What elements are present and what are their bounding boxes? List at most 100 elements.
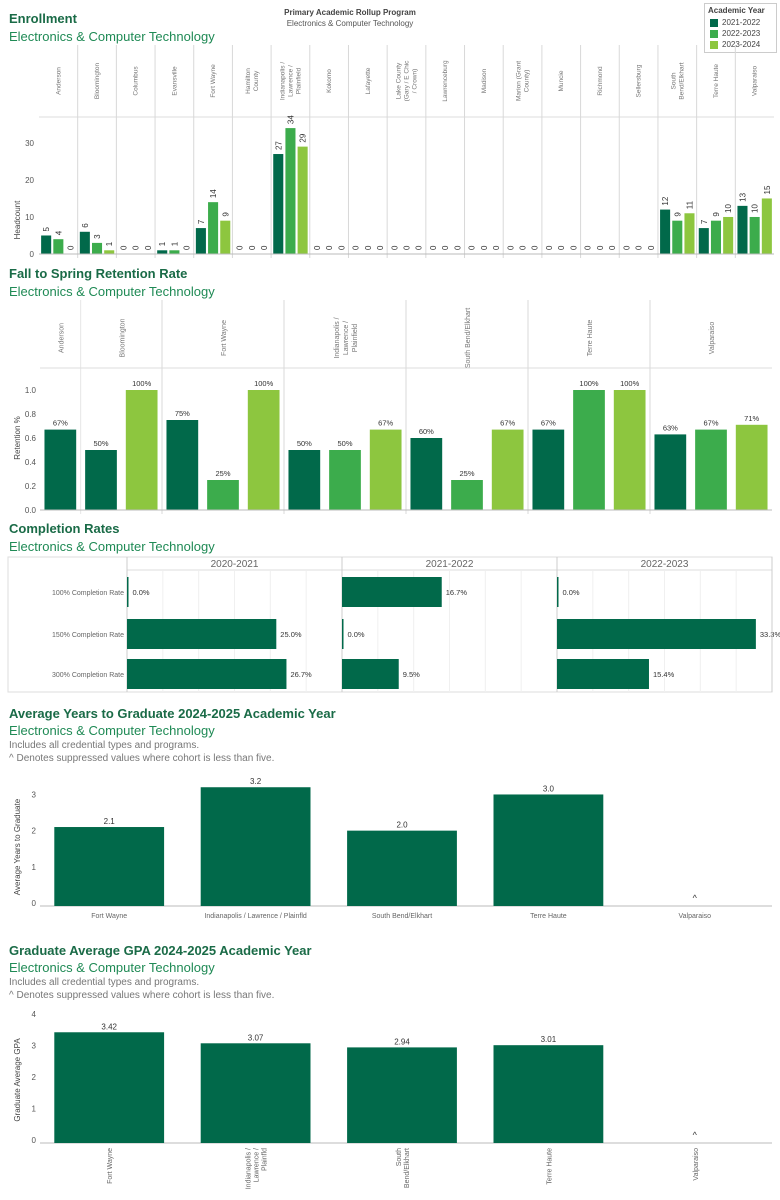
category-label: (Gary / E Chic: [404, 60, 411, 102]
retention-bar: [573, 390, 605, 510]
filter-value[interactable]: Electronics & Computer Technology: [286, 19, 414, 28]
enrollment-bar: [710, 220, 722, 254]
y-tick-label: 30: [25, 139, 34, 148]
category-label: Plainfld: [262, 1148, 269, 1171]
category-label: / Crown): [412, 69, 419, 94]
row-label: 100% Completion Rate: [52, 590, 124, 597]
enrollment-bar: [672, 220, 683, 254]
y-tick-label: 1.0: [25, 386, 37, 395]
value-label: 3.07: [248, 1033, 264, 1042]
panel-header: 2020-2021: [211, 559, 259, 570]
enrollment-value-label: 12: [661, 196, 670, 205]
retention-value-label: 67%: [378, 419, 393, 428]
category-label: Terre Haute: [587, 320, 594, 357]
enrollment-value-label: 0: [337, 245, 346, 250]
enrollment-bar: [723, 216, 734, 254]
enrollment-value-label: 10: [751, 204, 760, 213]
enrollment-bar: [285, 128, 296, 254]
enrollment-value-label: 29: [299, 133, 308, 142]
legend[interactable]: Academic Year 2021-2022 2022-2023 2023-2…: [704, 3, 777, 53]
completion-value-label: 15.4%: [653, 670, 675, 679]
bar: [347, 830, 457, 906]
enrollment-value-label: 0: [415, 245, 424, 250]
y-tick-label: 20: [25, 176, 34, 185]
years-grad-y-axis-label: Average Years to Graduate: [13, 798, 22, 895]
enrollment-value-label: 0: [635, 245, 644, 250]
retention-value-label: 71%: [744, 414, 759, 423]
y-tick-label: 0.6: [25, 434, 37, 443]
enrollment-value-label: 0: [545, 245, 554, 250]
category-label: Lake County: [396, 62, 403, 99]
category-label: Columbus: [133, 66, 140, 96]
legend-title: Academic Year: [708, 6, 765, 15]
gpa-note-suppressed: ^ Denotes suppressed values where cohort…: [9, 990, 275, 1001]
category-label: Valparaiso: [693, 1148, 700, 1181]
years-grad-note-credentials: Includes all credential types and progra…: [9, 740, 200, 751]
retention-value-label: 25%: [459, 469, 474, 478]
retention-bar: [166, 420, 199, 510]
retention-value-label: 50%: [93, 439, 108, 448]
enrollment-value-label: 0: [557, 245, 566, 250]
enrollment-value-label: 0: [325, 245, 334, 250]
enrollment-value-label: 11: [685, 200, 694, 209]
completion-subtitle: Electronics & Computer Technology: [9, 539, 215, 554]
gpa-subtitle: Electronics & Computer Technology: [9, 960, 215, 975]
enrollment-value-label: 5: [42, 226, 51, 231]
enrollment-bar: [169, 250, 180, 254]
retention-value-label: 50%: [337, 439, 352, 448]
enrollment-value-label: 0: [622, 245, 631, 250]
completion-value-label: 9.5%: [403, 670, 420, 679]
value-label: 3.2: [250, 777, 262, 786]
enrollment-bar: [297, 146, 308, 254]
enrollment-bar: [157, 250, 168, 254]
enrollment-bar: [41, 235, 52, 254]
category-label: Indianapolis /: [246, 1148, 253, 1189]
retention-subtitle: Electronics & Computer Technology: [9, 284, 215, 299]
retention-bar: [532, 429, 565, 510]
retention-bar: [44, 429, 77, 510]
retention-bar: [613, 390, 646, 510]
enrollment-bar: [53, 239, 64, 254]
completion-bar: [342, 619, 344, 649]
retention-value-label: 67%: [703, 419, 718, 428]
enrollment-value-label: 0: [183, 245, 192, 250]
category-label: Indianapolis / Lawrence / Plainfld: [204, 913, 306, 920]
enrollment-value-label: 0: [403, 245, 412, 250]
enrollment-value-label: 9: [221, 212, 230, 217]
retention-value-label: 100%: [579, 379, 599, 388]
category-label: Terre Haute: [713, 64, 720, 98]
retention-chart: Retention % 0.0 0.2 0.4 0.6 0.8 1.0 Anderson Bl…: [13, 300, 772, 515]
category-label: Sellersburg: [636, 64, 643, 97]
retention-value-label: 50%: [297, 439, 312, 448]
retention-value-label: 67%: [53, 419, 68, 428]
value-label: 2.0: [396, 821, 408, 830]
legend-item-2021-2022[interactable]: 2021-2022: [710, 17, 776, 28]
completion-bar: [127, 659, 287, 689]
category-label: South Bend/Elkhart: [465, 308, 472, 368]
category-label: Hamilton: [245, 68, 252, 94]
category-label: Indianapolis /: [334, 317, 341, 358]
enrollment-value-label: 13: [738, 192, 747, 201]
enrollment-bar: [79, 231, 90, 254]
legend-item-2022-2023[interactable]: 2022-2023: [710, 28, 776, 39]
legend-item-2023-2024[interactable]: 2023-2024: [710, 39, 776, 50]
y-tick-label: 3: [32, 790, 37, 799]
category-label: Plainfield: [295, 67, 302, 94]
retention-value-label: 100%: [132, 379, 152, 388]
enrollment-subtitle: Electronics & Computer Technology: [9, 29, 215, 44]
y-tick-label: 0.8: [25, 410, 37, 419]
category-label: Muncie: [558, 70, 565, 91]
enrollment-title: Enrollment: [9, 11, 77, 26]
enrollment-value-label: 0: [647, 245, 656, 250]
retention-bar: [207, 480, 239, 510]
gpa-title: Graduate Average GPA 2024-2025 Academic …: [9, 943, 312, 958]
retention-value-label: 67%: [500, 419, 515, 428]
enrollment-value-label: 0: [584, 245, 593, 250]
category-label: Fort Wayne: [107, 1148, 114, 1184]
retention-bar: [735, 424, 768, 510]
bar: [200, 1043, 311, 1143]
y-tick-label: 0: [32, 899, 37, 908]
retention-bar: [329, 450, 361, 510]
completion-bar: [342, 659, 399, 689]
category-label: Lawrence /: [343, 321, 350, 355]
